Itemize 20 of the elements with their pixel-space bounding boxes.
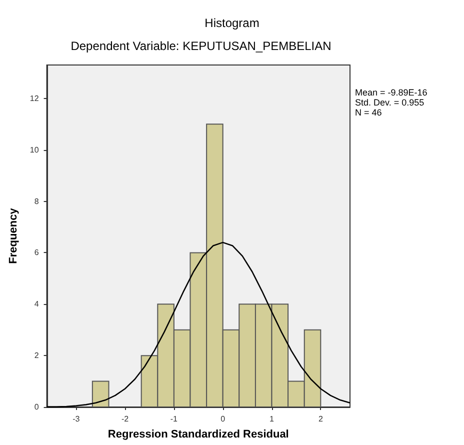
y-axis-title: Frequency xyxy=(8,207,20,264)
y-tick-label: 12 xyxy=(30,94,40,103)
y-tick-label: 10 xyxy=(30,145,40,154)
x-tick-label: -3 xyxy=(72,414,80,424)
y-tick-label: 2 xyxy=(34,351,40,360)
x-tick-label: -1 xyxy=(170,414,178,424)
x-axis-title: Regression Standardized Residual xyxy=(108,428,289,440)
x-tick-label: 0 xyxy=(220,414,226,424)
text: Mean = -9.89E-16 xyxy=(355,88,428,98)
chart-title: Histogram xyxy=(204,16,260,30)
chart-subtitle: Dependent Variable: KEPUTUSAN_PEMBELIAN xyxy=(70,39,332,53)
y-tick-label: 6 xyxy=(34,248,40,258)
y-tick-label: 4 xyxy=(34,300,40,309)
y-tick-label: 8 xyxy=(34,196,40,206)
y-tick-label: 0 xyxy=(34,402,40,412)
x-tick-label: -2 xyxy=(121,414,130,424)
text: Std. Dev. = 0.955 xyxy=(355,98,424,108)
x-tick-label: 2 xyxy=(318,414,324,424)
text: N = 46 xyxy=(355,108,382,118)
x-tick-label: 1 xyxy=(270,414,275,424)
